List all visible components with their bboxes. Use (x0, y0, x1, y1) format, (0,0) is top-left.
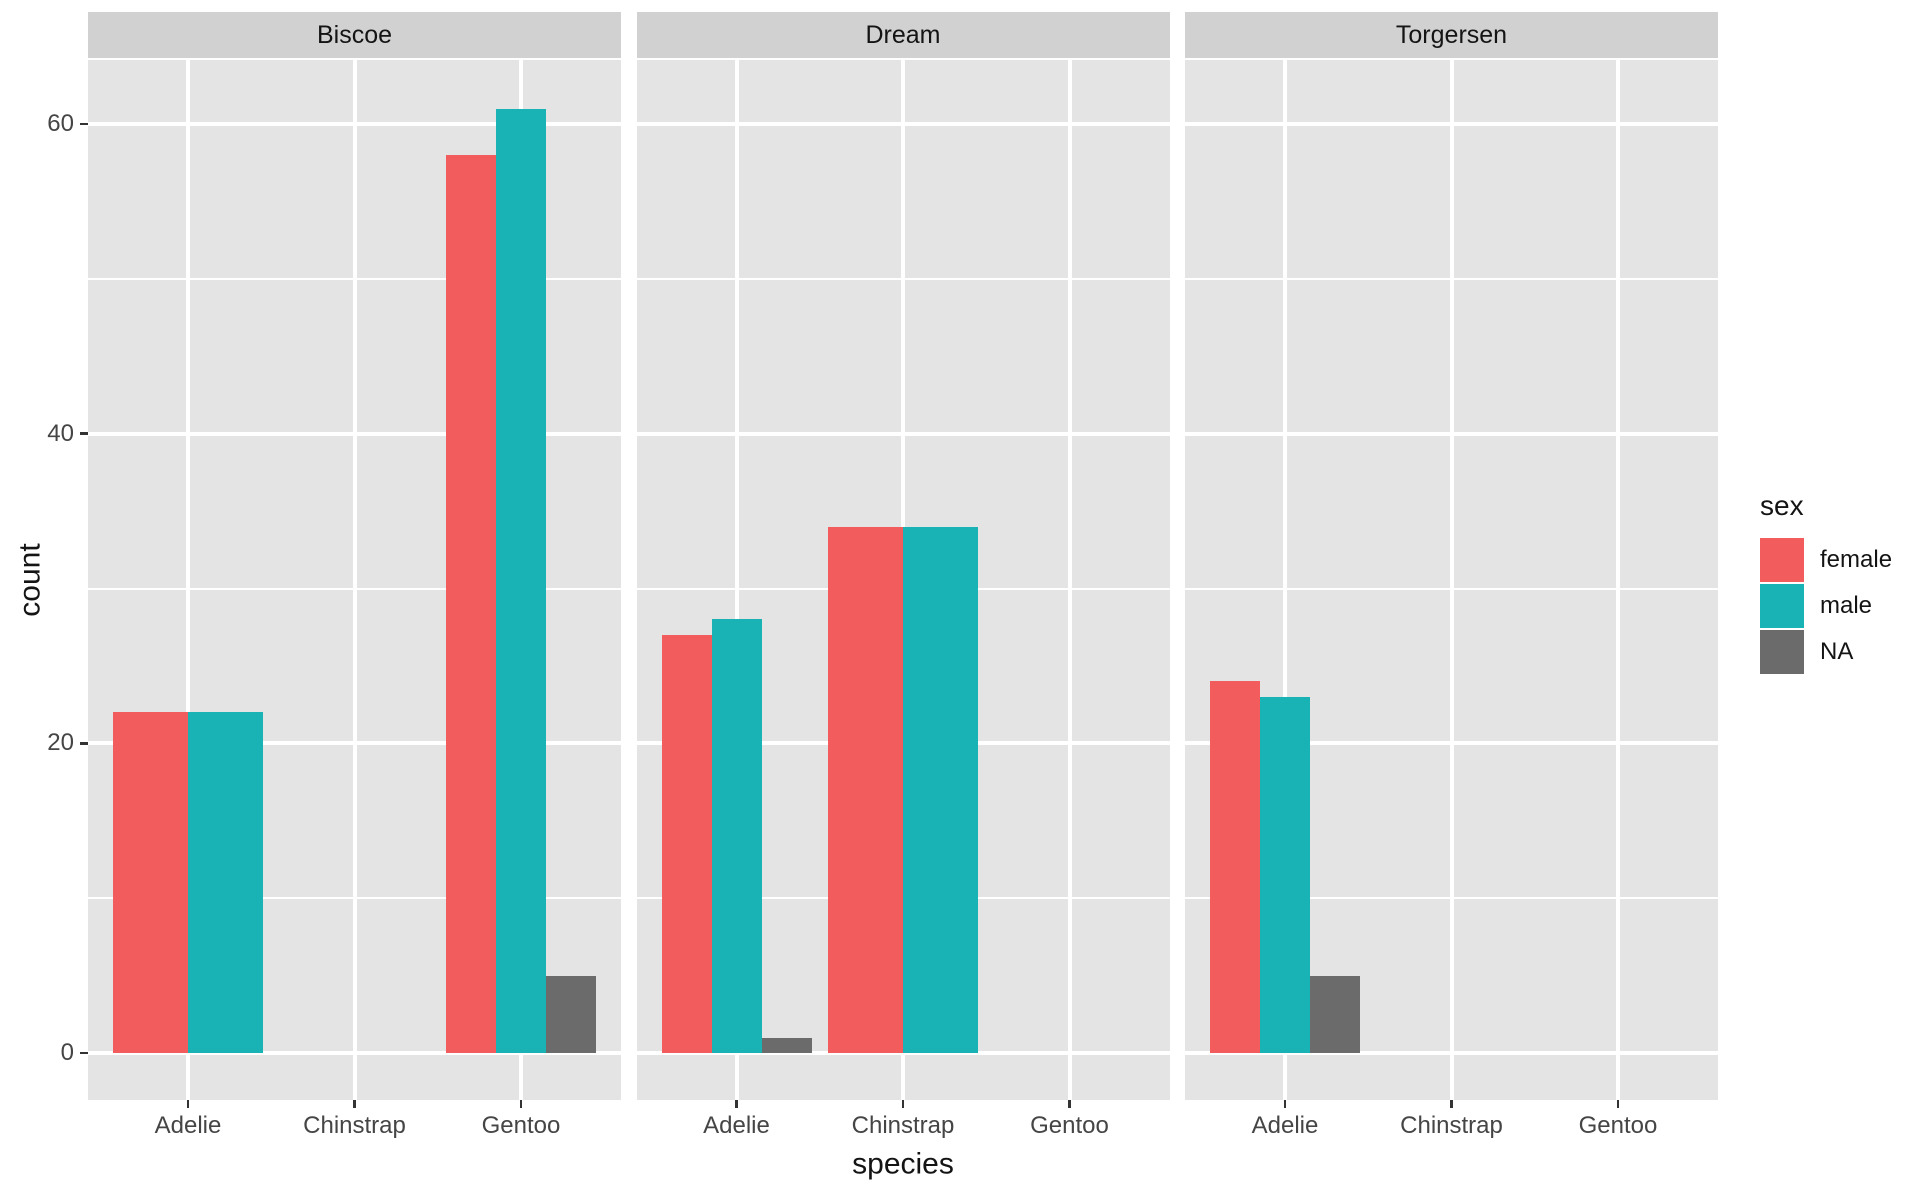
x-axis-tick-label: Adelie (703, 1112, 770, 1139)
gridline-major-vertical (1616, 60, 1620, 1100)
x-axis-tick (1450, 1100, 1453, 1108)
x-axis-tick (1068, 1100, 1071, 1108)
plot-panel (1185, 60, 1718, 1100)
facet-strip: Biscoe (88, 12, 621, 58)
x-axis-tick-label: Gentoo (1578, 1112, 1658, 1139)
x-axis-tick-label: Chinstrap (1400, 1112, 1503, 1139)
female-color-swatch (1760, 538, 1804, 582)
facet-strip: Dream (636, 12, 1170, 58)
bar-adelie-female (113, 712, 188, 1053)
bar-adelie-male (188, 712, 263, 1053)
x-axis-tick-label: Adelie (154, 1112, 222, 1139)
bar-adelie-na (761, 1037, 812, 1053)
x-axis-tick (186, 1100, 190, 1108)
bar-adelie-female (661, 634, 712, 1053)
bar-gentoo-female (446, 154, 496, 1053)
facet-strip: Torgersen (1185, 12, 1718, 58)
x-axis-tick (353, 1100, 356, 1108)
legend-entry-male: male (1760, 584, 1892, 628)
gridline-major-vertical (734, 60, 739, 1100)
y-axis-tick-label: 60 (47, 110, 74, 138)
bar-gentoo-male (496, 108, 546, 1053)
gridline-major-vertical (1283, 60, 1287, 1100)
legend-entry-na: NA (1760, 630, 1892, 674)
bar-adelie-female (1210, 681, 1260, 1053)
x-axis-tick-label: Adelie (1251, 1112, 1319, 1139)
x-axis-tick (901, 1100, 905, 1108)
bar-adelie-male (711, 619, 762, 1053)
y-axis-tick (80, 742, 88, 745)
legend-title: sex (1760, 490, 1804, 521)
na-color-swatch (1760, 630, 1804, 674)
plot-panel (88, 60, 621, 1100)
gridline-major-vertical (1067, 60, 1072, 1100)
legend: sex female male NA (1760, 492, 1892, 676)
x-axis-tick (1283, 1100, 1287, 1108)
facet-strip-label: Dream (865, 20, 941, 49)
gridline-major-vertical (186, 60, 190, 1100)
gridline-major-vertical (1449, 60, 1454, 1100)
y-axis-tick-label: 20 (47, 729, 74, 757)
x-axis-tick (519, 1100, 523, 1108)
y-axis-tick (80, 432, 88, 435)
bar-gentoo-na (546, 975, 596, 1053)
x-axis-tick (1616, 1100, 1620, 1108)
y-axis-tick-label: 40 (47, 419, 74, 447)
legend-entry-label: NA (1820, 638, 1854, 665)
legend-entries: female male NA (1760, 538, 1892, 674)
y-axis-tick (80, 122, 88, 126)
facet-strip-label: Torgersen (1395, 20, 1508, 49)
bar-adelie-male (1260, 696, 1310, 1053)
male-color-swatch (1760, 584, 1804, 628)
x-axis-tick-label: Chinstrap (303, 1112, 406, 1139)
y-axis-tick-label: 0 (60, 1039, 74, 1066)
legend-entry-label: female (1820, 546, 1893, 573)
x-axis-tick-label: Gentoo (481, 1112, 561, 1139)
y-axis-title: count (13, 543, 47, 617)
x-axis-title: species (852, 1147, 954, 1181)
x-axis-tick (735, 1100, 738, 1108)
gridline-major-vertical (352, 60, 357, 1100)
plot-panel (636, 60, 1170, 1100)
x-axis-tick-label: Gentoo (1030, 1112, 1109, 1139)
y-axis-tick (80, 1051, 88, 1055)
facet-strip-label: Biscoe (316, 20, 393, 49)
bar-adelie-na (1310, 975, 1360, 1053)
legend-entry-label: male (1820, 592, 1873, 619)
legend-entry-female: female (1760, 538, 1892, 582)
x-axis-tick-label: Chinstrap (851, 1112, 955, 1139)
bar-chinstrap-female (828, 526, 903, 1053)
bar-chinstrap-male (903, 526, 978, 1053)
